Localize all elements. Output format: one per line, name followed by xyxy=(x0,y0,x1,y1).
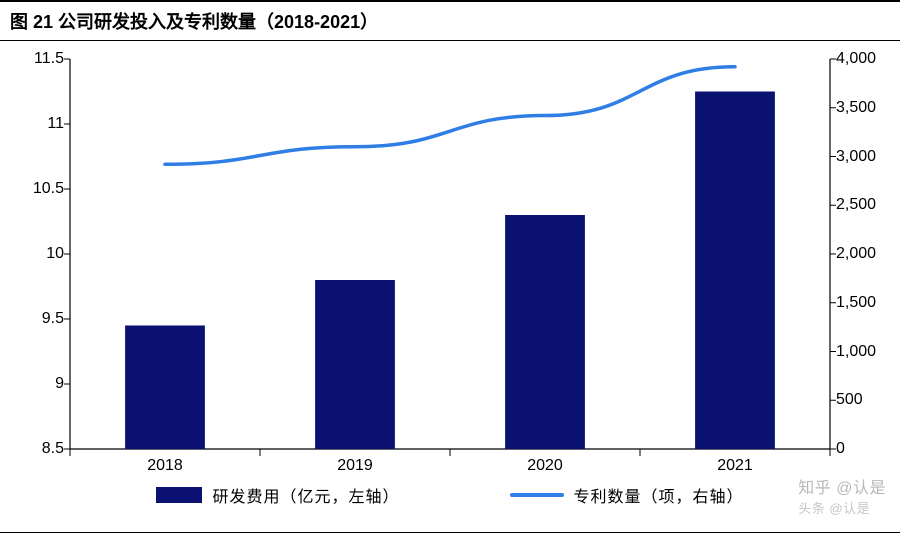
x-tick-label: 2020 xyxy=(527,457,563,475)
legend-item-bar: 研发费用（亿元，左轴） xyxy=(156,483,399,507)
yright-tick-label: 500 xyxy=(836,391,863,409)
yright-tick-label: 2,500 xyxy=(836,196,876,214)
yright-tick-label: 1,500 xyxy=(836,294,876,312)
x-tick-label: 2019 xyxy=(337,457,373,475)
legend-label-bar: 研发费用（亿元，左轴） xyxy=(212,483,399,507)
chart-title-text: 图 21 公司研发投入及专利数量（2018-2021） xyxy=(10,12,378,32)
yright-tick-label: 2,000 xyxy=(836,245,876,263)
legend-swatch-bar xyxy=(156,487,202,503)
bar-2021 xyxy=(695,92,775,450)
yright-tick-label: 1,000 xyxy=(836,343,876,361)
yleft-tick-label: 9 xyxy=(55,375,64,393)
line-series xyxy=(165,67,735,165)
yleft-tick-label: 10.5 xyxy=(33,180,64,198)
legend-swatch-line xyxy=(510,493,564,497)
plot-area-wrapper xyxy=(70,59,830,449)
yright-tick-label: 4,000 xyxy=(836,50,876,68)
yleft-tick-label: 10 xyxy=(46,245,64,263)
chart-title: 图 21 公司研发投入及专利数量（2018-2021） xyxy=(0,0,900,41)
yleft-tick-label: 11.5 xyxy=(34,50,64,68)
x-tick-label: 2018 xyxy=(147,457,183,475)
legend-label-line: 专利数量（项，右轴） xyxy=(574,483,744,507)
footer-rule xyxy=(0,532,900,533)
legend: 研发费用（亿元，左轴） 专利数量（项，右轴） xyxy=(10,483,890,507)
yright-tick-label: 3,000 xyxy=(836,148,876,166)
chart-container: 8.5 9 9.5 10 10.5 11 11.5 0 500 1,000 1,500 2,000 2… xyxy=(0,41,900,511)
plot-area xyxy=(70,59,830,449)
yright-tick-label: 0 xyxy=(836,440,845,458)
x-axis-labels: 2018 2019 2020 2021 xyxy=(70,451,830,477)
bar-2019 xyxy=(315,280,395,449)
bar-2020 xyxy=(505,215,585,449)
legend-item-line: 专利数量（项，右轴） xyxy=(510,483,744,507)
yleft-tick-label: 11 xyxy=(47,115,64,133)
bar-2018 xyxy=(125,326,205,450)
y-axis-left-labels: 8.599.51010.51111.5 xyxy=(10,59,70,449)
y-axis-right-labels: 05001,0001,5002,0002,5003,0003,5004,000 xyxy=(830,59,890,449)
yleft-tick-label: 9.5 xyxy=(42,310,64,328)
x-tick-label: 2021 xyxy=(717,457,753,475)
yright-tick-label: 3,500 xyxy=(836,99,876,117)
yleft-tick-label: 8.5 xyxy=(42,440,64,458)
